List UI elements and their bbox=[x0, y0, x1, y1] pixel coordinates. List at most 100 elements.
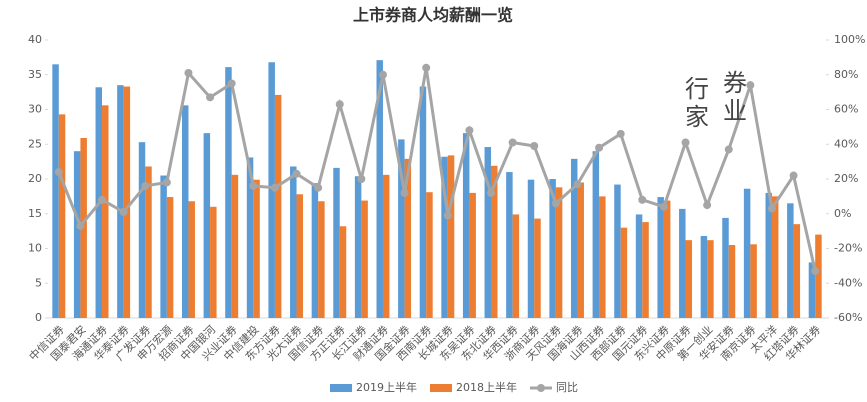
bar bbox=[743, 188, 751, 318]
bar bbox=[203, 133, 211, 318]
bar bbox=[225, 67, 232, 318]
marker bbox=[638, 195, 647, 204]
legend-swatch bbox=[430, 384, 452, 392]
marker bbox=[400, 188, 409, 197]
bar bbox=[145, 166, 152, 318]
marker bbox=[422, 63, 431, 72]
bar bbox=[506, 172, 513, 318]
y2-tick-label: 0% bbox=[834, 207, 851, 220]
bar bbox=[58, 114, 66, 319]
bar bbox=[808, 262, 816, 318]
bar bbox=[311, 183, 319, 318]
legend-label: 2018上半年 bbox=[456, 380, 517, 394]
legend-swatch bbox=[537, 384, 545, 392]
chart-title: 上市券商人均薪酬一览 bbox=[353, 6, 513, 25]
marker bbox=[184, 69, 193, 78]
marker bbox=[616, 129, 625, 138]
y2-tick-label: 20% bbox=[834, 172, 858, 185]
marker bbox=[76, 221, 85, 230]
marker bbox=[767, 204, 776, 213]
bar bbox=[354, 176, 362, 318]
marker bbox=[249, 181, 258, 190]
marker bbox=[162, 178, 171, 187]
bar bbox=[555, 187, 563, 318]
marker bbox=[530, 141, 539, 150]
bar bbox=[771, 196, 779, 318]
bar bbox=[793, 224, 801, 318]
bar bbox=[123, 86, 131, 318]
bar bbox=[361, 200, 368, 318]
bar bbox=[246, 157, 254, 318]
y2-tick-label: 100% bbox=[834, 33, 865, 46]
y-tick-label: 40 bbox=[28, 33, 42, 46]
bar bbox=[512, 214, 520, 318]
bar bbox=[700, 235, 708, 318]
bar bbox=[534, 218, 541, 318]
watermark: 行家 bbox=[680, 76, 708, 132]
marker bbox=[746, 81, 755, 90]
marker bbox=[357, 175, 366, 183]
bar bbox=[426, 192, 433, 318]
watermark-text: 券业 bbox=[718, 70, 746, 126]
bar bbox=[210, 206, 217, 318]
bar bbox=[635, 214, 643, 318]
marker bbox=[54, 168, 63, 177]
marker bbox=[595, 143, 604, 152]
legend-label: 同比 bbox=[556, 381, 578, 394]
watermark: 券业 bbox=[718, 70, 746, 126]
y2-tick-label: -40% bbox=[834, 276, 862, 289]
bar bbox=[570, 158, 578, 318]
marker bbox=[335, 100, 344, 109]
bar bbox=[419, 86, 427, 318]
marker bbox=[314, 183, 323, 192]
bar bbox=[138, 142, 146, 318]
marker bbox=[811, 267, 820, 276]
bar bbox=[707, 240, 714, 318]
bar bbox=[592, 151, 600, 318]
bar bbox=[296, 194, 304, 318]
bar bbox=[614, 184, 621, 318]
bar bbox=[166, 197, 174, 318]
y2-tick-label: -60% bbox=[834, 311, 862, 324]
marker bbox=[98, 195, 107, 204]
bar bbox=[549, 179, 556, 318]
bar bbox=[188, 201, 195, 318]
marker bbox=[703, 201, 712, 210]
marker bbox=[508, 138, 517, 147]
marker bbox=[141, 181, 150, 190]
bar bbox=[484, 147, 492, 318]
bar bbox=[102, 105, 109, 318]
line bbox=[57, 67, 817, 272]
marker bbox=[443, 211, 452, 220]
bar bbox=[398, 139, 405, 318]
marker bbox=[119, 208, 128, 217]
marker bbox=[659, 202, 668, 211]
bar bbox=[722, 217, 729, 318]
marker bbox=[465, 126, 474, 135]
bar bbox=[231, 174, 239, 318]
y-tick-label: 25 bbox=[28, 137, 42, 150]
y-tick-label: 30 bbox=[28, 103, 42, 116]
bar bbox=[333, 167, 340, 318]
bar bbox=[382, 174, 390, 318]
bar bbox=[73, 151, 81, 318]
marker bbox=[551, 199, 560, 208]
bar bbox=[642, 222, 649, 318]
bar bbox=[750, 244, 757, 318]
bar bbox=[117, 85, 124, 318]
bar bbox=[599, 196, 606, 318]
y-tick-label: 35 bbox=[28, 68, 42, 81]
marker bbox=[487, 188, 496, 197]
bar bbox=[274, 94, 282, 318]
marker bbox=[206, 93, 215, 102]
bar bbox=[765, 192, 772, 318]
marker bbox=[681, 138, 690, 147]
bar bbox=[685, 240, 693, 318]
bar bbox=[787, 203, 794, 318]
bar bbox=[268, 62, 275, 318]
bar bbox=[469, 192, 476, 318]
marker bbox=[789, 171, 798, 180]
bar bbox=[339, 226, 347, 318]
y-tick-label: 5 bbox=[35, 276, 42, 289]
